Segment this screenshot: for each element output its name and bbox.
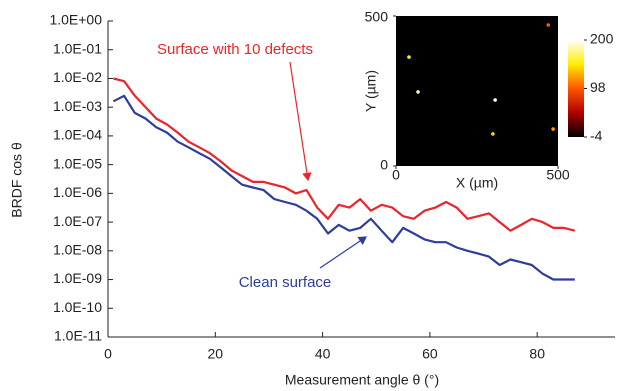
heatmap-point	[546, 23, 550, 27]
page: BRDF cos θ Measurement angle θ (°) Surfa…	[0, 0, 619, 391]
y-tick-label: 1.0E-06	[53, 184, 102, 200]
y-axis-label: BRDF cos θ	[9, 142, 25, 218]
colorbar	[568, 40, 584, 137]
annotation-arrow	[320, 237, 366, 268]
y-tick-label: 1.0E-11	[54, 328, 102, 344]
heatmap-point	[491, 132, 495, 136]
x-axis-label: Measurement angle θ (°)	[285, 372, 439, 388]
chart: BRDF cos θ Measurement angle θ (°) Surfa…	[0, 0, 619, 391]
y-tick-label: 1.0E-03	[53, 98, 102, 114]
colorbar-tick-label: 200	[590, 31, 614, 47]
heatmap-point	[551, 127, 555, 131]
y-tick-label: 1.0E-10	[53, 299, 102, 315]
series-annotation: Clean surface	[239, 274, 332, 291]
y-tick-label: 500	[365, 9, 389, 25]
y-tick-label: 1.0E-09	[53, 270, 102, 286]
y-tick-label: 1.0E-07	[53, 213, 102, 229]
x-tick-label: 80	[529, 346, 545, 362]
y-tick-label: 1.0E+00	[49, 12, 102, 28]
colorbar-tick-label: 98	[590, 79, 606, 95]
x-tick-label: 20	[208, 346, 224, 362]
colorbar-tick-label: -4	[590, 128, 603, 144]
x-tick-label: 0	[392, 167, 400, 183]
y-tick-label: 1.0E-04	[53, 127, 102, 143]
y-tick-label: 1.0E-05	[53, 155, 102, 171]
x-tick-label: 0	[104, 346, 112, 362]
heatmap-point	[407, 55, 411, 59]
heatmap-background	[396, 16, 558, 166]
series-annotation: Surface with 10 defects	[157, 41, 313, 58]
x-axis-label: X (µm)	[456, 175, 498, 191]
y-tick-label: 1.0E-08	[53, 242, 102, 258]
heatmap-point	[493, 98, 497, 102]
x-tick-label: 60	[422, 346, 438, 362]
y-tick-label: 1.0E-02	[53, 69, 102, 85]
heatmap-point	[416, 90, 420, 94]
y-axis-label: Y (µm)	[363, 70, 379, 112]
x-tick-label: 500	[546, 167, 570, 183]
annotation-arrow	[290, 62, 308, 180]
y-tick-label: 1.0E-01	[53, 40, 102, 56]
x-tick-label: 40	[315, 346, 331, 362]
y-tick-label: 0	[380, 157, 388, 173]
